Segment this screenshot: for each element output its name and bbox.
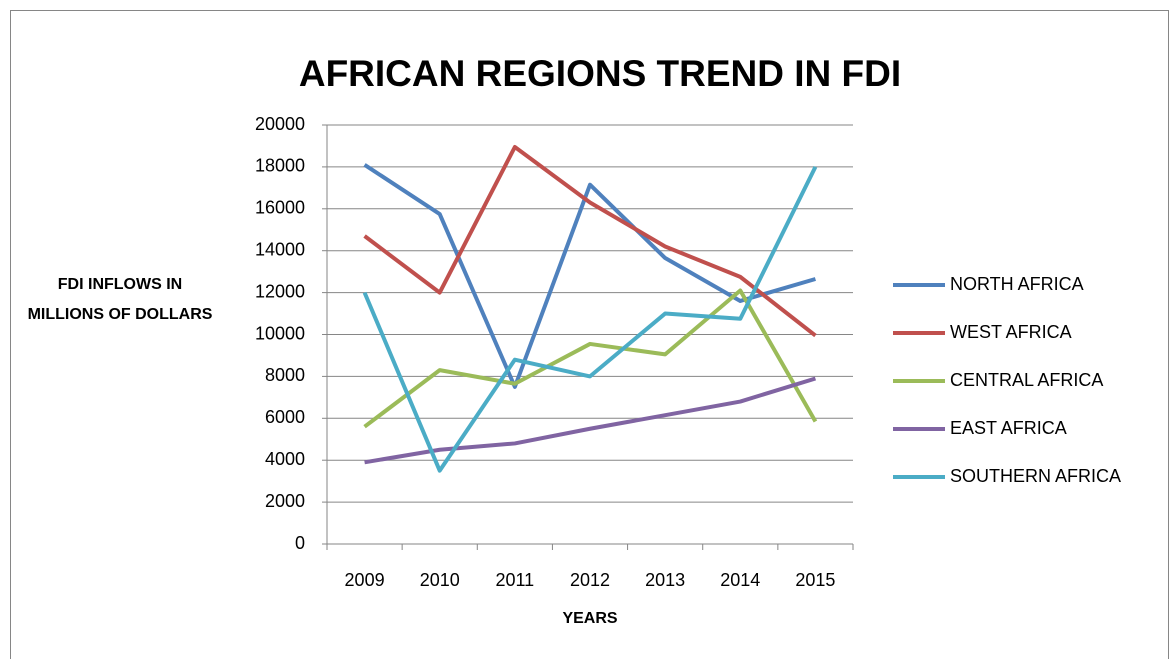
- series-line: [364, 376, 817, 465]
- y-tick-label: 6000: [265, 407, 305, 427]
- x-tick-label: 2012: [570, 570, 610, 590]
- series-line: [363, 163, 816, 389]
- legend-label: WEST AFRICA: [950, 322, 1072, 342]
- legend-label: EAST AFRICA: [950, 418, 1067, 438]
- x-tick-label: 2014: [720, 570, 760, 590]
- x-tick-label: 2015: [795, 570, 835, 590]
- x-tick-label: 2011: [495, 570, 534, 590]
- y-tick-label: 10000: [255, 323, 305, 343]
- y-tick-label: 8000: [265, 365, 305, 385]
- series-line: [363, 288, 818, 429]
- chart-title: AFRICAN REGIONS TREND IN FDI: [299, 53, 901, 94]
- legend-label: NORTH AFRICA: [950, 274, 1084, 294]
- x-axis-label: YEARS: [562, 610, 617, 627]
- y-tick-label: 4000: [265, 449, 305, 469]
- y-tick-label: 2000: [265, 491, 305, 511]
- y-tick-label: 20000: [255, 114, 305, 134]
- y-tick-label: 16000: [255, 198, 305, 218]
- y-tick-label: 18000: [255, 156, 305, 176]
- chart-border: [10, 10, 1169, 659]
- y-tick-label: 12000: [255, 281, 305, 301]
- legend-label: CENTRAL AFRICA: [950, 370, 1103, 390]
- y-tick-label: 14000: [255, 239, 305, 259]
- x-tick-label: 2009: [345, 570, 385, 590]
- x-tick-label: 2010: [420, 570, 460, 590]
- series-line: [362, 166, 818, 473]
- y-tick-label: 0: [295, 533, 305, 553]
- series-line: [363, 144, 817, 338]
- x-tick-label: 2013: [645, 570, 685, 590]
- y-axis-label: FDI INFLOWS IN MILLIONS OF DOLLARS: [27, 276, 213, 323]
- legend-label: SOUTHERN AFRICA: [950, 466, 1121, 486]
